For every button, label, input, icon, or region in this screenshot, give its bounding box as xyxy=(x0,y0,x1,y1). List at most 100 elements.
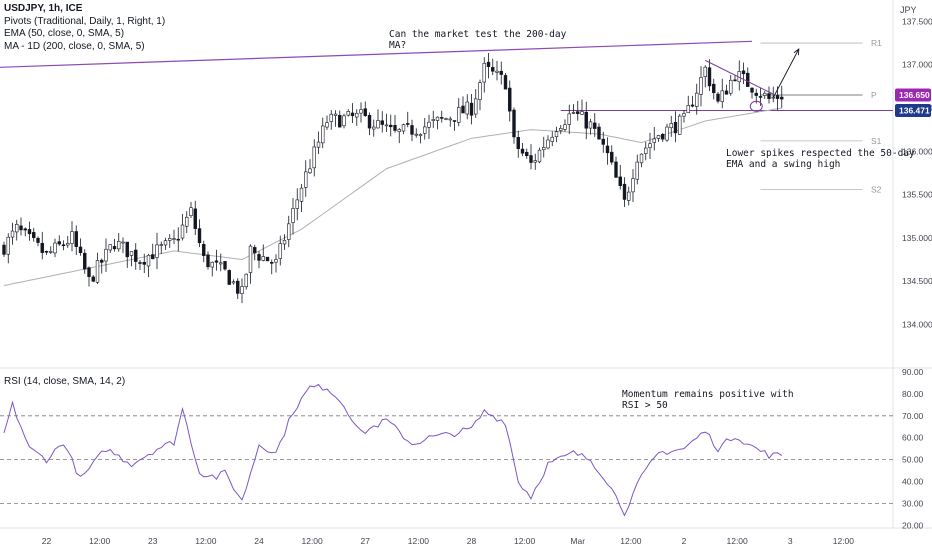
candle-body xyxy=(6,236,10,255)
candle-body xyxy=(23,228,27,231)
candle-body xyxy=(19,225,23,231)
candle-body xyxy=(32,232,36,238)
pivot-label-r1: R1 xyxy=(871,38,882,48)
candle-body xyxy=(214,260,219,263)
candle-body xyxy=(423,126,427,134)
candle-body xyxy=(418,134,423,137)
annotation-rsi: Momentum remains positive with RSI > 50 xyxy=(622,389,794,411)
candle-body xyxy=(91,276,95,282)
candle-body xyxy=(112,246,117,250)
rsi-legend: RSI (14, close, SMA, 14, 2) xyxy=(4,376,125,389)
candle-body xyxy=(584,111,588,129)
candle-body xyxy=(754,92,758,96)
candle-body xyxy=(329,113,333,122)
legend-ma200[interactable]: MA - 1D (200, close, 0, SMA, 5) xyxy=(4,40,145,52)
candle-body xyxy=(393,125,397,131)
candle-body xyxy=(648,143,652,148)
time-tick-label: 23 xyxy=(148,536,158,546)
trendline-drawing xyxy=(705,59,774,95)
candle-body xyxy=(380,120,384,125)
candle-body xyxy=(699,77,703,95)
candle-body xyxy=(287,223,291,240)
candle-body xyxy=(333,113,338,116)
rsi-title[interactable]: RSI (14, close, SMA, 14, 2) xyxy=(4,376,126,387)
candle-body xyxy=(593,122,597,129)
candle-body xyxy=(627,191,631,201)
candle-body xyxy=(193,208,197,229)
price-tick-label: 137.000 xyxy=(902,60,932,70)
ma200-line xyxy=(0,40,753,68)
rsi-tick-label: 80.00 xyxy=(902,389,924,399)
candle-body xyxy=(270,262,274,264)
candle-body xyxy=(678,115,682,135)
candle-body xyxy=(605,145,610,154)
candle-body xyxy=(163,240,168,246)
candle-body xyxy=(618,176,622,186)
price-label-text: 136.471 xyxy=(899,106,930,116)
time-tick-label: 12:00 xyxy=(408,536,430,546)
candle-body xyxy=(87,267,91,277)
candle-body xyxy=(100,259,104,263)
candle-body xyxy=(465,101,469,115)
price-label-box xyxy=(895,104,931,118)
pivot-label-p: P xyxy=(871,90,877,100)
price-tick-label: 134.500 xyxy=(902,276,932,286)
candle-body xyxy=(571,112,576,114)
candle-body xyxy=(440,117,444,119)
candle-body xyxy=(576,111,580,114)
candle-body xyxy=(695,92,699,107)
candle-body xyxy=(452,120,457,122)
candle-body xyxy=(491,67,495,72)
support-circle xyxy=(749,100,763,112)
candle-body xyxy=(758,96,763,98)
candle-body xyxy=(384,124,389,127)
candle-body xyxy=(304,171,308,188)
candle-body xyxy=(746,72,750,87)
candle-body xyxy=(27,229,32,235)
candle-body xyxy=(274,259,278,263)
candle-body xyxy=(74,231,78,247)
price-label-text: 136.650 xyxy=(899,90,930,100)
legend-pivots[interactable]: Pivots (Traditional, Daily, 1, Right, 1) xyxy=(4,15,166,27)
candle-body xyxy=(363,108,367,116)
candle-body xyxy=(414,133,418,136)
candle-body xyxy=(83,252,87,270)
candle-body xyxy=(219,262,223,265)
candle-body xyxy=(168,238,172,241)
candle-body xyxy=(690,104,695,107)
candle-body xyxy=(750,87,754,93)
candle-body xyxy=(172,238,176,240)
pivot-label-s1: S1 xyxy=(871,136,882,146)
candle-body xyxy=(686,105,690,114)
candle-body xyxy=(444,118,448,120)
candle-body xyxy=(707,67,712,87)
candle-body xyxy=(457,107,461,123)
candle-body xyxy=(546,139,550,149)
candle-body xyxy=(236,280,240,294)
candle-body xyxy=(36,237,40,243)
candle-body xyxy=(448,118,452,121)
legend-symbol[interactable]: USDJPY, 1h, ICE xyxy=(4,3,83,14)
candle-body xyxy=(248,245,253,273)
candle-body xyxy=(550,136,554,142)
legend-ema[interactable]: EMA (50, close, 0, SMA, 5) xyxy=(4,28,125,39)
annotation-200ma: Can the market test the 200-day MA? xyxy=(389,29,567,51)
candle-body xyxy=(185,216,189,227)
candle-body xyxy=(104,248,108,262)
candle-body xyxy=(635,161,639,180)
candle-body xyxy=(40,242,44,253)
candle-body xyxy=(431,119,435,121)
candle-body xyxy=(359,109,363,114)
candle-body xyxy=(155,244,159,258)
candle-body xyxy=(282,239,287,245)
time-tick-label: 12:00 xyxy=(195,536,217,546)
candle-body xyxy=(146,254,151,267)
candle-body xyxy=(342,115,346,127)
candle-body xyxy=(66,243,70,246)
candle-body xyxy=(197,228,202,244)
candle-body xyxy=(427,121,431,128)
candle-body xyxy=(142,261,146,265)
candle-body xyxy=(656,135,661,139)
time-tick-label: 12:00 xyxy=(514,536,536,546)
